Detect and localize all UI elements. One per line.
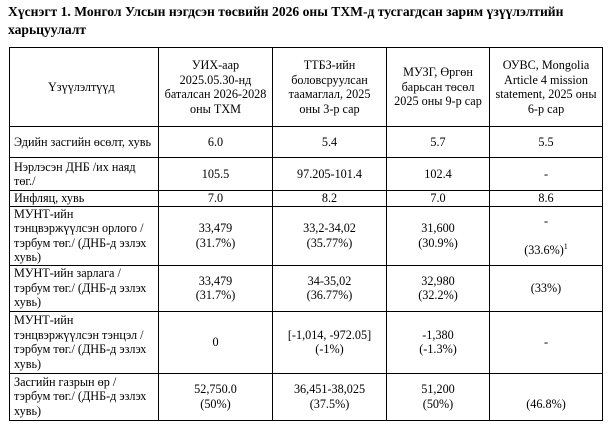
row-label: МУНТ-ийн тэнцвэржүүлсэн орлого /тэрбум т…	[9, 205, 159, 266]
cell-share: (36.77%)	[306, 288, 353, 302]
cell-value: -1,380	[422, 327, 454, 342]
cell-value: 34-35,02	[307, 273, 352, 288]
header-row: Үзүүлэлтүүд УИХ-аар 2025.05.30-нд баталс…	[9, 47, 603, 127]
cell: 31,600 (30.9%)	[386, 205, 490, 266]
cell-share: (-1%)	[315, 342, 344, 356]
cell-share: (30.9%)	[418, 235, 458, 250]
comparison-table: Үзүүлэлтүүд УИХ-аар 2025.05.30-нд баталс…	[9, 47, 603, 421]
cell: -	[489, 310, 603, 374]
cell: 7.0	[386, 190, 490, 207]
cell: -1,380 (-1.3%)	[386, 310, 490, 374]
row-label: Нэрлэсэн ДНБ /их наяд төг./	[9, 157, 159, 191]
cell: (33%)	[489, 264, 603, 312]
cell: 105.5	[158, 157, 273, 191]
cell-share: (-1.3%)	[419, 342, 457, 356]
cell-share: (35.77%)	[306, 235, 353, 250]
cell: -	[489, 157, 603, 191]
cell-value: 52,750.0	[194, 382, 237, 396]
row-label: Инфляц, хувь	[9, 190, 159, 207]
table-row: Нэрлэсэн ДНБ /их наяд төг./ 105.5 97.205…	[9, 157, 603, 191]
cell-share: (31.7%)	[195, 288, 236, 302]
cell: 33,479 (31.7%)	[158, 205, 273, 266]
table-row: МУНТ-ийн тэнцвэржүүлсэн орлого /тэрбум т…	[9, 205, 603, 266]
table-caption: Хүснэгт 1. Монгол Улсын нэгдсэн төсвийн …	[8, 4, 564, 37]
row-label: Эдийн засгийн өсөлт, хувь	[9, 126, 159, 158]
cell-value: 36,451-38,025	[293, 382, 366, 396]
cell-value: -	[543, 213, 549, 228]
cell-value: 33,479	[198, 221, 233, 235]
cell: - (33.6%)1	[489, 205, 603, 266]
table-row: МУНТ-ийн тэнцвэржүүлсэн тэнцэл /тэрбум т…	[9, 310, 603, 374]
cell: 33,479 (31.7%)	[158, 264, 273, 312]
cell: 7.0	[158, 190, 273, 207]
cell: 8.6	[489, 190, 603, 207]
cell: 0	[158, 310, 273, 374]
cell-share: (37.5%)	[309, 396, 350, 411]
table-row: Инфляц, хувь 7.0 8.2 7.0 8.6	[9, 190, 603, 207]
header-parliament-approved: УИХ-аар 2025.05.30-нд баталсан 2026-2028…	[158, 47, 273, 127]
header-indicators: Үзүүлэлтүүд	[9, 47, 159, 127]
header-government-draft: МУЗГ, Өргөн барьсан төсөл 2025 оны 9-р с…	[386, 47, 490, 127]
cell-share: (46.8%)	[526, 396, 566, 411]
table-row: Засгийн газрын өр / тэрбум төг./ (ДНБ-д …	[9, 372, 603, 421]
cell: 32,980 (32.2%)	[386, 264, 490, 312]
cell-value: 33,2-34,02	[303, 221, 356, 235]
cell: 8.2	[272, 190, 387, 207]
cell-value: 32,980	[421, 273, 455, 288]
cell: (46.8%)	[489, 372, 603, 421]
row-label: МУНТ-ийн тэнцвэржүүлсэн тэнцэл /тэрбум т…	[9, 310, 159, 374]
cell-share: (50%)	[200, 396, 231, 411]
cell: 97.205-101.4	[272, 157, 387, 191]
cell: 5.7	[386, 126, 490, 158]
cell-value: 31,600	[421, 221, 455, 235]
row-label: МУНТ-ийн зарлага / тэрбум төг./ (ДНБ-д э…	[9, 264, 159, 312]
cell-value: 33,479	[198, 273, 233, 288]
cell: 5.4	[272, 126, 387, 158]
cell-share: (50%)	[422, 396, 454, 411]
cell: 6.0	[158, 126, 273, 158]
cell: 52,750.0 (50%)	[158, 372, 273, 421]
footnote-marker: 1	[563, 241, 568, 251]
header-imf-statement: ОУВС, Mongolia Article 4 mission stateme…	[489, 47, 603, 127]
table-row: МУНТ-ийн зарлага / тэрбум төг./ (ДНБ-д э…	[9, 264, 603, 312]
row-label: Засгийн газрын өр / тэрбум төг./ (ДНБ-д …	[9, 372, 159, 421]
cell: 51,200 (50%)	[386, 372, 490, 421]
cell-value: 51,200	[421, 382, 455, 396]
cell: 102.4	[386, 157, 490, 191]
cell-value: [-1,014, -972.05]	[287, 327, 372, 342]
header-ttbz-forecast: ТТБЗ-ийн боловсруулсан таамаглал, 2025 о…	[272, 47, 387, 127]
cell: 33,2-34,02 (35.77%)	[272, 205, 387, 266]
cell-share: (33.6%)	[524, 242, 564, 257]
cell-share: (32.2%)	[418, 288, 458, 302]
cell: 34-35,02 (36.77%)	[272, 264, 387, 312]
cell-share: (31.7%)	[195, 235, 236, 250]
cell: 36,451-38,025 (37.5%)	[272, 372, 387, 421]
cell: [-1,014, -972.05] (-1%)	[272, 310, 387, 374]
table-row: Эдийн засгийн өсөлт, хувь 6.0 5.4 5.7 5.…	[9, 126, 603, 158]
cell: 5.5	[489, 126, 603, 158]
